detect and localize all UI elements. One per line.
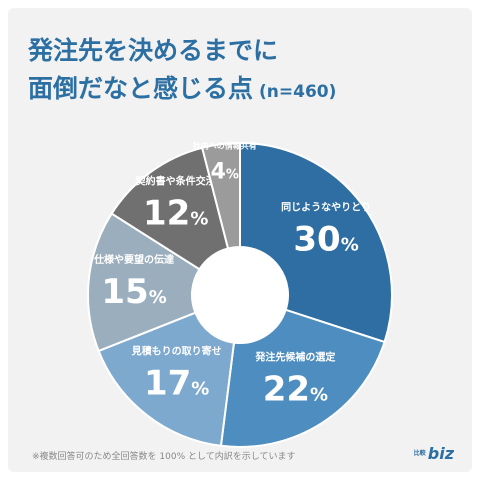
slice-value-3: 15%	[101, 272, 166, 312]
slice-2	[97, 311, 236, 447]
brand-logo: 比較 biz	[414, 444, 454, 463]
slice-4	[110, 146, 230, 271]
slice-value-1: 22%	[263, 369, 328, 409]
slice-label-4: 契約書や条件交渉	[136, 174, 216, 187]
donut-hole	[193, 248, 287, 342]
slice-value-0: 30%	[293, 219, 358, 259]
slice-5	[200, 141, 241, 250]
slice-1	[219, 308, 386, 448]
slice-value-5: 4%	[211, 159, 239, 184]
slice-value-4: 12%	[143, 193, 208, 233]
sample-size: (n=460)	[259, 82, 337, 102]
slice-label-5: 社内への情報共有	[192, 140, 257, 150]
slice-0	[239, 141, 393, 344]
footnote: ※複数回答可のため全回答数を 100% として内訳を示しています	[32, 452, 296, 462]
slice-label-0: 同じようなやりとり	[281, 201, 371, 213]
slice-label-1: 発注先候補の選定	[254, 350, 335, 363]
slice-label-2: 見積もりの取り寄せ	[131, 345, 222, 358]
slice-3	[87, 212, 201, 353]
brand-prefix: 比較	[413, 450, 426, 457]
brand-suffix: biz	[427, 444, 454, 463]
chart-title: 発注先を決めるまでに 面倒だなと感じる点 (n=460)	[28, 32, 336, 111]
slice-label-3: 仕様や要望の伝達	[93, 253, 174, 266]
slice-value-2: 17%	[144, 364, 209, 404]
title-line2: 面倒だなと感じる点	[28, 74, 254, 103]
title-line1: 発注先を決めるまでに	[28, 36, 279, 65]
